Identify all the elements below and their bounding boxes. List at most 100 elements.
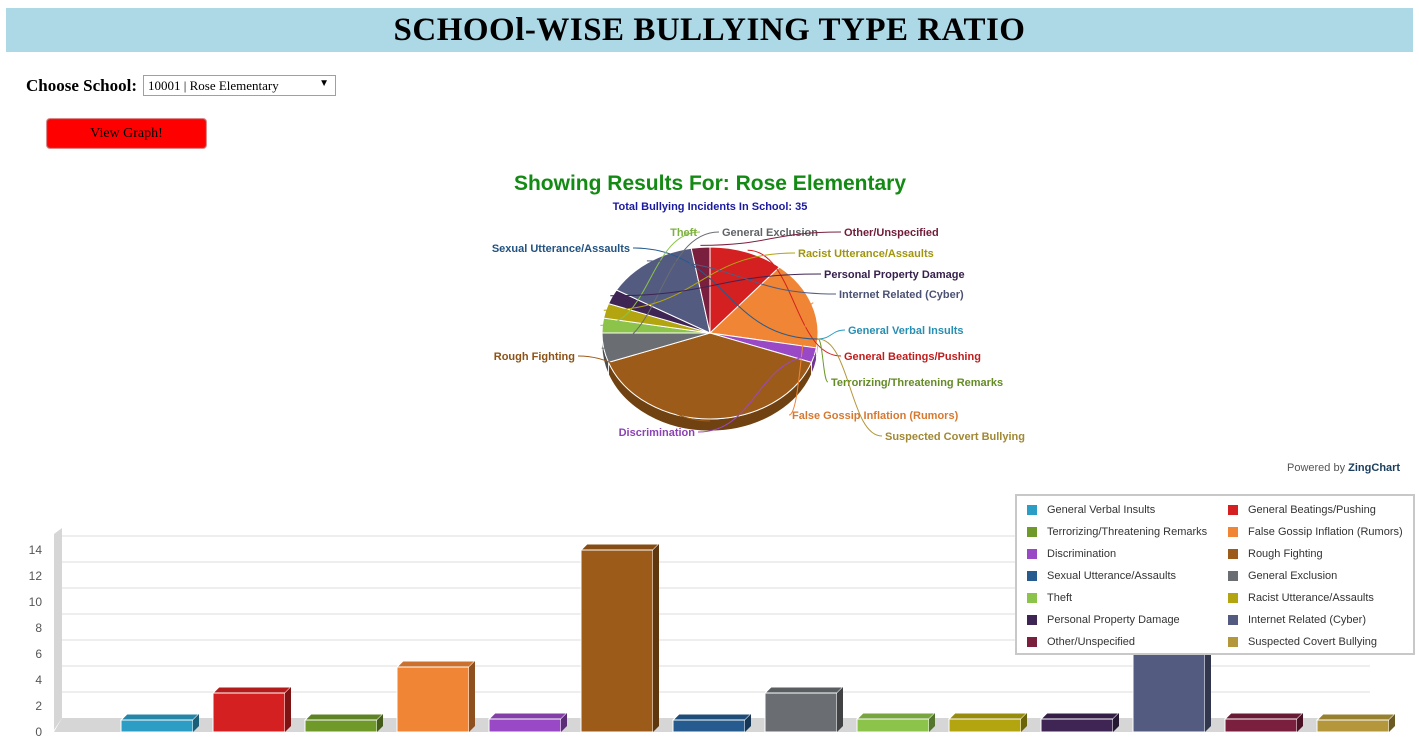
pie-slice-rough-fighting[interactable]: [607, 332, 813, 420]
bar-top-face: [763, 686, 845, 694]
bar-theft[interactable]: [855, 712, 937, 733]
pie-connector-personal-property-damage: [610, 273, 822, 297]
bar-side-face: [285, 687, 291, 732]
pie-label-internet-related-cyber: Internet Related (Cyber): [839, 289, 964, 301]
legend-item-sexual-utterance-assaults[interactable]: Sexual Utterance/Assaults: [1027, 570, 1176, 582]
legend-label: Racist Utterance/Assaults: [1248, 592, 1374, 604]
pie-slice-general-beatings-pushing[interactable]: [709, 246, 781, 335]
bar-front-face: [948, 718, 1022, 733]
bar-top-face: [487, 712, 569, 720]
bar-top-face: [395, 660, 477, 668]
legend-label: Sexual Utterance/Assaults: [1047, 570, 1177, 582]
legend-item-theft[interactable]: Theft: [1027, 592, 1072, 604]
pie-slice-internet-related-cyber[interactable]: [615, 247, 711, 334]
bar-general-exclusion[interactable]: [763, 686, 845, 733]
pie-connector-terrorizing-threatening-remarks: [817, 338, 829, 383]
bar-top-face: [1039, 712, 1121, 720]
legend-item-general-exclusion[interactable]: General Exclusion: [1228, 570, 1337, 582]
y-tick-label: 10: [29, 595, 43, 609]
pie-label-false-gossip-inflation-rumors: False Gossip Inflation (Rumors): [792, 410, 959, 422]
bar-front-face: [856, 718, 930, 733]
legend-label: Theft: [1047, 592, 1073, 604]
y-tick-label: 12: [29, 569, 43, 583]
bar-general-beatings-pushing[interactable]: [211, 686, 293, 733]
pie-slice-other-unspecified[interactable]: [690, 246, 711, 334]
chart-legend: General Verbal Insults General Beatings/P…: [1015, 494, 1415, 655]
bar-side-face: [469, 661, 475, 732]
bar-side-face: [929, 713, 935, 732]
view-graph-button[interactable]: View Graph!: [47, 119, 206, 148]
pie-connector-sexual-utterance-assaults: [632, 247, 819, 340]
bar-discrimination[interactable]: [487, 712, 569, 733]
bar-internet-related-cyber[interactable]: [1131, 647, 1213, 733]
legend-item-false-gossip-inflation-rumors[interactable]: False Gossip Inflation (Rumors): [1228, 526, 1403, 538]
legend-label: Personal Property Damage: [1047, 614, 1180, 626]
choose-school-label: Choose School:: [26, 75, 137, 95]
school-select[interactable]: 10001 | Rose Elementary ▼: [142, 75, 336, 96]
legend-item-rough-fighting[interactable]: Rough Fighting: [1228, 548, 1323, 560]
legend-item-discrimination[interactable]: Discrimination: [1027, 548, 1116, 560]
bar-top-face: [1223, 712, 1305, 720]
legend-swatch: [1027, 505, 1037, 515]
y-tick-label: 14: [29, 543, 43, 557]
pie-label-general-verbal-insults: General Verbal Insults: [848, 325, 964, 337]
bar-side-face: [1113, 713, 1119, 732]
legend-swatch: [1027, 527, 1037, 537]
legend-item-racist-utterance-assaults[interactable]: Racist Utterance/Assaults: [1228, 592, 1374, 604]
pie-label-general-beatings-pushing: General Beatings/Pushing: [844, 351, 981, 363]
legend-item-other-unspecified[interactable]: Other/Unspecified: [1027, 636, 1135, 648]
legend-swatch: [1228, 571, 1238, 581]
bar-terrorizing-threatening-remarks[interactable]: [303, 713, 385, 733]
pie-connector-general-beatings-pushing: [747, 249, 842, 357]
bar-front-face: [1316, 719, 1390, 733]
bar-top-face: [303, 713, 385, 721]
bar-front-face: [1224, 718, 1298, 733]
legend-item-terrorizing-threatening-remarks[interactable]: Terrorizing/Threatening Remarks: [1027, 526, 1207, 538]
pie-connector-general-exclusion: [601, 231, 720, 349]
pie-connector-suspected-covert-bullying: [817, 338, 883, 437]
bar-personal-property-damage[interactable]: [1039, 712, 1121, 733]
page-header: SCHOOl-WISE BULLYING TYPE RATIO: [6, 8, 1413, 52]
legend-swatch: [1228, 637, 1238, 647]
legend-swatch: [1027, 615, 1037, 625]
powered-by-text: Powered by: [1287, 462, 1346, 474]
bar-racist-utterance-assaults[interactable]: [947, 712, 1029, 733]
school-chooser: Choose School: 10001 | Rose Elementary ▼: [26, 75, 336, 96]
bar-suspected-covert-bullying[interactable]: [1315, 713, 1397, 733]
bar-side-face: [1205, 648, 1211, 732]
bar-rough-fighting[interactable]: [579, 543, 661, 733]
bar-top-face: [671, 713, 753, 721]
legend-swatch: [1228, 615, 1238, 625]
bar-side-face: [1297, 713, 1303, 732]
y-tick-label: 2: [35, 699, 42, 713]
bar-false-gossip-inflation-rumors[interactable]: [395, 660, 477, 733]
bar-front-face: [304, 719, 378, 733]
bar-front-face: [212, 692, 286, 733]
zingchart-link[interactable]: ZingChart: [1348, 462, 1401, 474]
legend-item-internet-related-cyber[interactable]: Internet Related (Cyber): [1228, 614, 1366, 626]
legend-label: Discrimination: [1047, 548, 1117, 560]
bar-side-face: [653, 544, 659, 732]
bar-sexual-utterance-assaults[interactable]: [671, 713, 753, 733]
bar-front-face: [764, 692, 838, 733]
legend-label: General Exclusion: [1248, 570, 1338, 582]
legend-swatch: [1228, 549, 1238, 559]
bar-front-face: [1040, 718, 1114, 733]
legend-item-general-beatings-pushing[interactable]: General Beatings/Pushing: [1228, 504, 1376, 516]
legend-item-personal-property-damage[interactable]: Personal Property Damage: [1027, 614, 1180, 626]
pie-label-general-exclusion: General Exclusion: [722, 227, 818, 239]
pie-label-personal-property-damage: Personal Property Damage: [824, 269, 965, 281]
bar-top-face: [1315, 713, 1397, 721]
bar-general-verbal-insults[interactable]: [119, 713, 201, 733]
bar-front-face: [488, 718, 562, 733]
y-tick-label: 0: [35, 725, 42, 739]
pie-connector-other-unspecified: [700, 231, 842, 246]
pie-connector-racist-utterance-assaults: [603, 252, 796, 311]
legend-item-general-verbal-insults[interactable]: General Verbal Insults: [1027, 504, 1155, 516]
legend-swatch: [1027, 593, 1037, 603]
bar-other-unspecified[interactable]: [1223, 712, 1305, 733]
legend-item-suspected-covert-bullying[interactable]: Suspected Covert Bullying: [1228, 636, 1377, 648]
page-title: SCHOOl-WISE BULLYING TYPE RATIO: [393, 11, 1026, 48]
bar-side-face: [1021, 713, 1027, 732]
